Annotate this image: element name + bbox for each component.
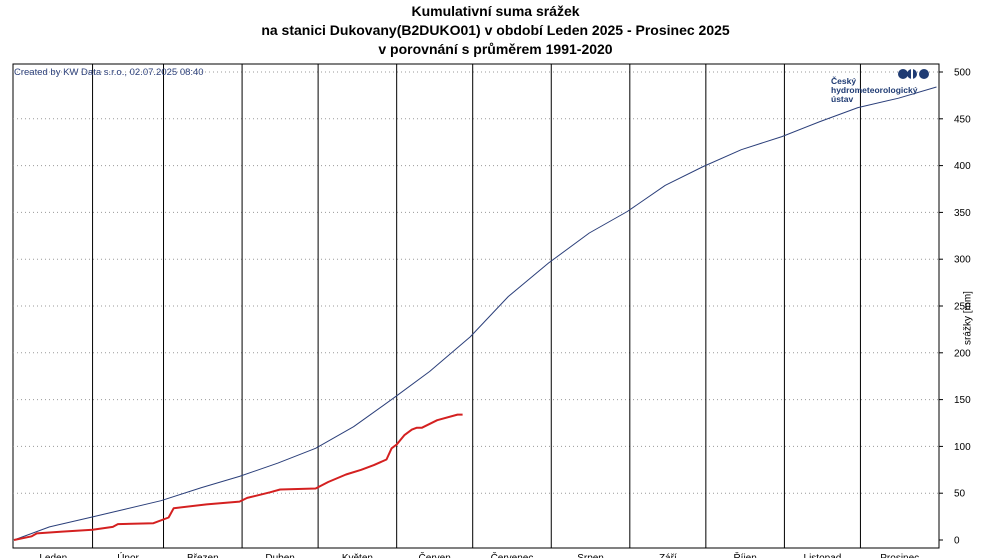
x-tick-label: Červenec [491,551,534,558]
x-tick-label: Říjen [733,551,756,558]
logo-line-2: hydrometeorologický [831,85,918,95]
y-tick-label: 200 [954,348,971,359]
y-tick-label: 150 [954,395,971,406]
x-tick-label: Květen [342,553,373,558]
x-tick-label: Září [659,553,677,558]
y-tick-label: 400 [954,161,971,172]
x-tick-label: Duben [265,553,294,558]
series-average-line [13,86,937,541]
chart-title-line-1: Kumulativní suma srážek [411,3,580,19]
credit-text: Created by KW Data s.r.o., 02.07.2025 08… [14,67,204,78]
y-tick-label: 50 [954,489,966,500]
x-tick-label: Červen [419,551,451,558]
y-tick-label: 250 [954,302,971,313]
chart-title-line-3: v porovnání s průměrem 1991-2020 [378,41,613,57]
y-tick-label: 0 [954,536,960,547]
y-tick-label: 350 [954,208,971,219]
chart-title: Kumulativní suma srážek na stanici Dukov… [0,2,991,59]
logo-line-1: Český [831,76,857,86]
x-tick-label: Listopad [804,553,842,558]
series-2025-line [13,413,463,541]
logo-dots-icon [898,69,929,79]
chart-title-line-2: na stanici Dukovany(B2DUKO01) v období L… [261,22,730,38]
logo-line-3: ústav [831,94,854,104]
x-tick-label: Srpen [577,553,604,558]
x-tick-label: Březen [187,553,219,558]
y-tick-label: 100 [954,442,971,453]
plot-frame [12,63,940,549]
x-tick-label: Leden [39,553,67,558]
x-tick-label: Prosinec [880,553,919,558]
logo-text: Český hydrometeorologický ústav [831,77,917,104]
x-tick-label: Únor [117,551,139,558]
y-tick-label: 500 [954,68,971,79]
y-tick-label: 450 [954,114,971,125]
y-tick-label: 300 [954,255,971,266]
y-axis-label: srážky [mm] [962,291,974,345]
